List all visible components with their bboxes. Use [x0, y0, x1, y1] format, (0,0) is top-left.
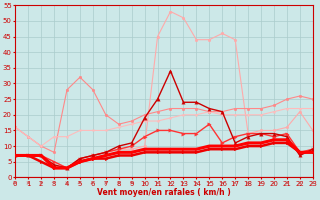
X-axis label: Vent moyen/en rafales ( km/h ): Vent moyen/en rafales ( km/h )	[97, 188, 231, 197]
